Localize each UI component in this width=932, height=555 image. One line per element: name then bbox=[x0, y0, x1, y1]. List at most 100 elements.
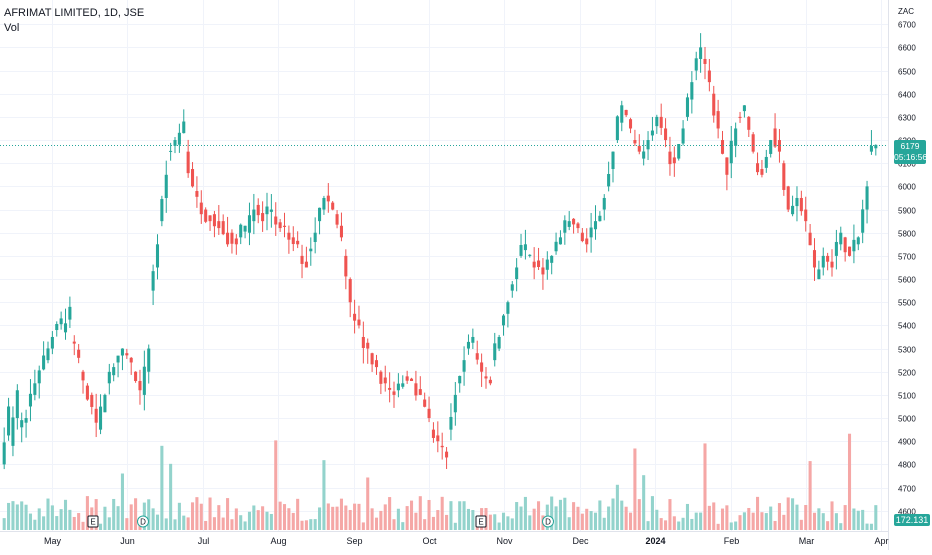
volume-bar bbox=[55, 516, 59, 530]
candle-body bbox=[650, 130, 654, 136]
candle-body bbox=[589, 227, 593, 238]
candle-body bbox=[812, 250, 817, 268]
candle-body bbox=[331, 202, 335, 210]
price-tick-label: 6700 bbox=[898, 21, 916, 30]
volume-bar bbox=[488, 514, 492, 530]
volume-bar bbox=[331, 506, 335, 530]
event-marker-d[interactable]: D bbox=[137, 515, 149, 528]
event-marker-d[interactable]: D bbox=[542, 515, 554, 528]
candle-body bbox=[357, 319, 361, 326]
candle-body bbox=[567, 221, 571, 227]
volume-bar bbox=[388, 497, 392, 530]
event-marker-label: D bbox=[140, 518, 146, 527]
volume-bar bbox=[764, 513, 768, 530]
time-tick-label: Jun bbox=[120, 536, 135, 546]
volume-bar bbox=[269, 513, 273, 530]
candle-body bbox=[677, 144, 681, 159]
candle-body bbox=[28, 393, 33, 407]
price-tick-label: 5700 bbox=[898, 253, 916, 262]
candle-body bbox=[217, 221, 221, 229]
candle-body bbox=[396, 383, 400, 391]
volume-bar bbox=[664, 520, 668, 530]
volume-legend-label[interactable]: Vol bbox=[4, 22, 20, 34]
chart-legend: AFRIMAT LIMITED, 1D, JSE Vol bbox=[4, 6, 144, 35]
candle-body bbox=[830, 261, 834, 268]
candle-body bbox=[72, 341, 76, 344]
volume-bar bbox=[151, 508, 155, 530]
last-price-value: 6179 bbox=[900, 140, 920, 151]
candle-body bbox=[125, 353, 129, 356]
volume-bar bbox=[99, 523, 103, 530]
candle-body bbox=[160, 199, 164, 222]
volume-bar bbox=[821, 513, 825, 530]
time-axis[interactable]: May Jun Jul Aug Sep Oct Nov Dec 2024 Feb Mar Apr bbox=[44, 536, 889, 546]
price-tick-label: 5000 bbox=[898, 415, 916, 424]
time-tick-label: Nov bbox=[496, 536, 513, 546]
price-tick-label: 6100 bbox=[898, 160, 916, 169]
time-tick-label: Dec bbox=[572, 536, 589, 546]
volume-bar bbox=[190, 502, 195, 530]
candle-body bbox=[668, 151, 672, 165]
candle-body bbox=[182, 121, 186, 134]
volume-bar bbox=[690, 518, 694, 530]
candle-body bbox=[212, 214, 216, 227]
event-marker-e[interactable]: E bbox=[87, 515, 99, 528]
candle-body bbox=[493, 343, 497, 361]
candle-body bbox=[707, 70, 711, 83]
volume-bar bbox=[414, 512, 418, 530]
volume-bar bbox=[576, 506, 580, 530]
candle-body bbox=[558, 237, 562, 245]
candle-body bbox=[843, 237, 847, 253]
candle-body bbox=[431, 429, 435, 438]
candle-body bbox=[59, 318, 63, 325]
price-tick-label: 6400 bbox=[898, 91, 916, 100]
volume-bar bbox=[2, 518, 6, 530]
volume-bar bbox=[628, 512, 633, 530]
candle-body bbox=[839, 232, 843, 245]
volume-bar bbox=[804, 505, 808, 530]
candle-body bbox=[186, 151, 190, 174]
volume-bar bbox=[212, 517, 216, 530]
volume-bar bbox=[637, 499, 641, 530]
price-axis[interactable]: 4600 4700 4800 4900 5000 5100 5200 5300 5400 5500… bbox=[898, 21, 916, 517]
volume-bar bbox=[861, 509, 865, 530]
time-tick-label: Apr bbox=[874, 536, 888, 546]
volume-bar bbox=[339, 498, 343, 530]
candle-body bbox=[734, 128, 738, 146]
candle-body bbox=[637, 145, 641, 152]
candle-body bbox=[869, 145, 873, 152]
volume-bar bbox=[217, 505, 221, 530]
volume-bar bbox=[431, 516, 435, 530]
candle-body bbox=[42, 355, 46, 370]
candle-body bbox=[611, 151, 615, 170]
candle-body bbox=[151, 271, 155, 291]
volume-bar bbox=[607, 506, 611, 530]
candle-body bbox=[401, 383, 405, 387]
volume-bar bbox=[650, 496, 654, 530]
candle-body bbox=[861, 209, 865, 233]
volume-bar bbox=[68, 509, 72, 530]
candle-body bbox=[296, 240, 300, 245]
price-tick-label: 5300 bbox=[898, 346, 916, 355]
volume-bar bbox=[523, 496, 527, 530]
volume-bar bbox=[593, 512, 598, 530]
volume-bar bbox=[409, 500, 414, 530]
event-marker-e[interactable]: E bbox=[475, 515, 487, 528]
candle-body bbox=[418, 389, 422, 395]
candle-body bbox=[269, 209, 273, 212]
candle-body bbox=[453, 394, 457, 413]
candle-body bbox=[107, 371, 111, 384]
candle-body bbox=[694, 58, 698, 71]
price-tick-label: 5100 bbox=[898, 392, 916, 401]
volume-bar bbox=[677, 521, 681, 530]
candle-body bbox=[318, 207, 322, 222]
volume-bar bbox=[177, 502, 181, 530]
candle-body bbox=[366, 342, 370, 349]
candle-body bbox=[729, 140, 733, 164]
candle-body bbox=[33, 383, 37, 395]
volume-bar bbox=[567, 517, 571, 530]
symbol-title[interactable]: AFRIMAT LIMITED, 1D, JSE bbox=[4, 7, 145, 19]
